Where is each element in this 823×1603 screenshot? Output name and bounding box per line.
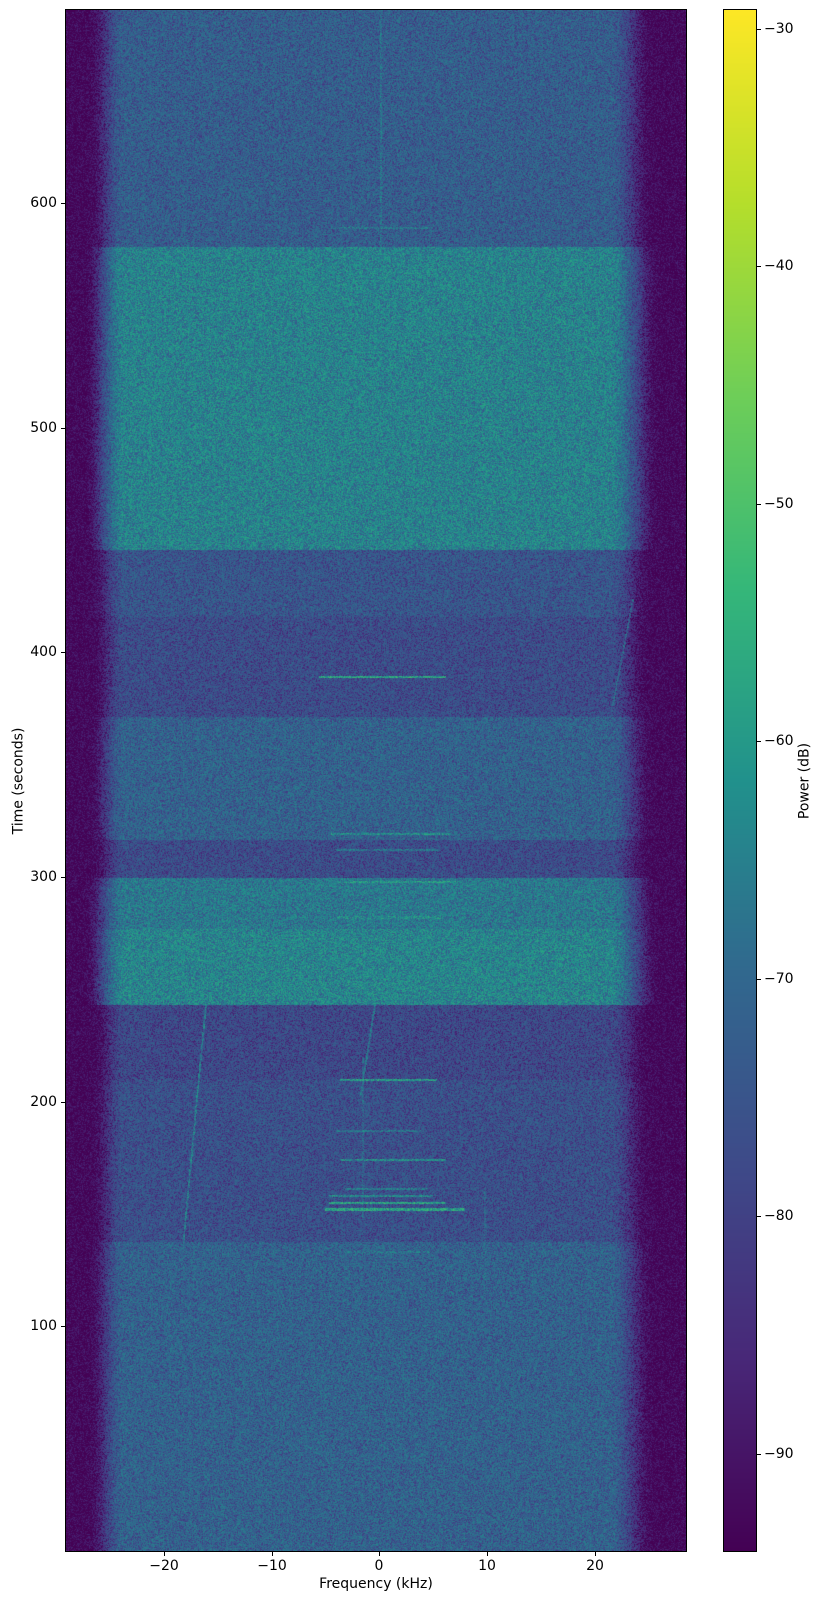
y-tick-label: 600 [30, 195, 57, 211]
colorbar-tick-label: −50 [764, 496, 794, 512]
x-tick-label: −10 [257, 1558, 287, 1574]
colorbar-gradient [724, 10, 756, 1551]
colorbar-label: Power (dB) [796, 742, 813, 819]
y-axis-tick [61, 428, 65, 429]
x-tick-label: 10 [478, 1558, 496, 1574]
y-axis-tick [61, 203, 65, 204]
colorbar-tick [757, 266, 761, 267]
x-axis-tick [379, 1552, 380, 1556]
y-tick-label: 200 [30, 1094, 57, 1110]
colorbar-tick-label: −80 [764, 1208, 794, 1224]
x-axis-tick [164, 1552, 165, 1556]
colorbar-tick [757, 504, 761, 505]
colorbar-tick [757, 979, 761, 980]
y-tick-label: 100 [30, 1318, 57, 1334]
colorbar-tick [757, 1454, 761, 1455]
colorbar-tick-label: −70 [764, 971, 794, 987]
colorbar-tick [757, 1216, 761, 1217]
x-tick-label: −20 [149, 1558, 179, 1574]
y-axis-label: Time (seconds) [10, 727, 27, 834]
colorbar-tick-label: −40 [764, 258, 794, 274]
colorbar-tick [757, 29, 761, 30]
colorbar-tick-label: −60 [764, 733, 794, 749]
x-axis-tick [487, 1552, 488, 1556]
y-tick-label: 500 [30, 420, 57, 436]
x-tick-label: 20 [586, 1558, 604, 1574]
spectrogram-heatmap [66, 10, 686, 1551]
colorbar-tick [757, 741, 761, 742]
y-axis-tick [61, 652, 65, 653]
y-tick-label: 300 [30, 869, 57, 885]
y-axis-tick [61, 1102, 65, 1103]
y-axis-tick [61, 877, 65, 878]
colorbar-tick-label: −90 [764, 1446, 794, 1462]
colorbar-tick-label: −30 [764, 21, 794, 37]
x-axis-label: Frequency (kHz) [319, 1576, 433, 1592]
x-axis-tick [595, 1552, 596, 1556]
y-tick-label: 400 [30, 644, 57, 660]
x-tick-label: 0 [374, 1558, 384, 1574]
x-axis-tick [272, 1552, 273, 1556]
y-axis-tick [61, 1326, 65, 1327]
